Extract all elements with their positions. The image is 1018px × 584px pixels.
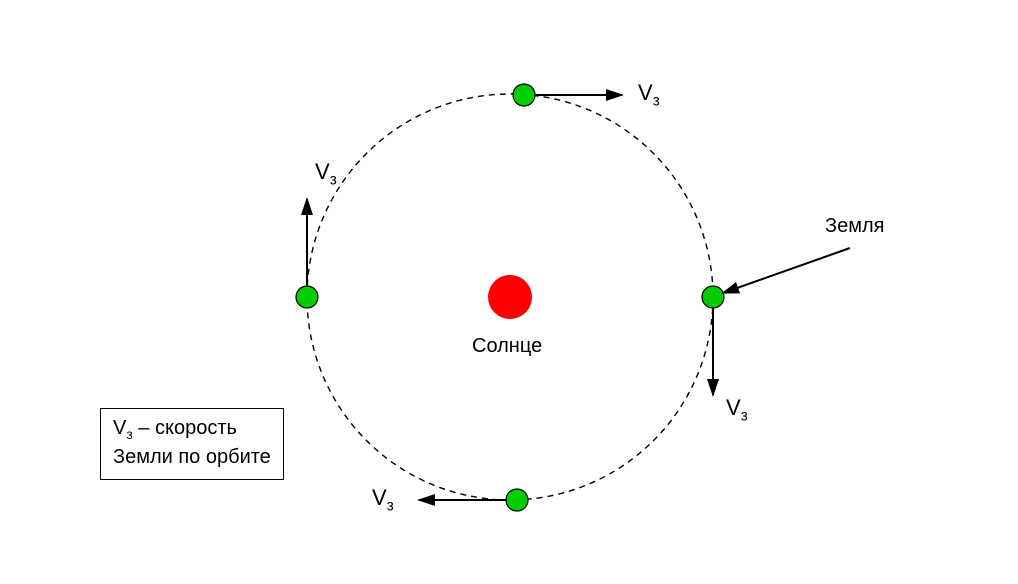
legend-symbol-main: V bbox=[113, 417, 126, 439]
orbit-diagram: Солнце Vз Vз Vз Vз Земля Vз – скорость З… bbox=[0, 0, 1018, 584]
legend-line-1: Vз – скорость bbox=[113, 415, 271, 444]
velocity-symbol-sub: з bbox=[741, 407, 748, 424]
earth-pointer-arrow bbox=[723, 248, 850, 293]
velocity-label-top: Vз bbox=[638, 80, 660, 110]
earth-point-right bbox=[702, 286, 724, 308]
velocity-symbol-sub: з bbox=[653, 92, 660, 109]
earth-point-left bbox=[296, 286, 318, 308]
legend-line-2: Земли по орбите bbox=[113, 444, 271, 471]
velocity-label-left: Vз bbox=[315, 159, 337, 189]
earth-label: Земля bbox=[825, 215, 884, 238]
velocity-label-right: Vз bbox=[726, 395, 748, 425]
velocity-symbol-sub: з bbox=[330, 171, 337, 188]
velocity-symbol-main: V bbox=[372, 485, 387, 510]
velocity-symbol-main: V bbox=[638, 80, 653, 105]
velocity-label-bottom: Vз bbox=[372, 485, 394, 515]
sun-icon bbox=[488, 275, 532, 319]
earth-point-bottom bbox=[506, 489, 528, 511]
velocity-symbol-main: V bbox=[315, 159, 330, 184]
velocity-symbol-sub: з bbox=[387, 497, 394, 514]
diagram-svg bbox=[0, 0, 1018, 584]
sun-label: Солнце bbox=[472, 335, 542, 358]
legend-box: Vз – скорость Земли по орбите bbox=[100, 408, 284, 480]
earth-point-top bbox=[513, 84, 535, 106]
legend-line1-rest: – скорость bbox=[133, 417, 237, 439]
velocity-symbol-main: V bbox=[726, 395, 741, 420]
